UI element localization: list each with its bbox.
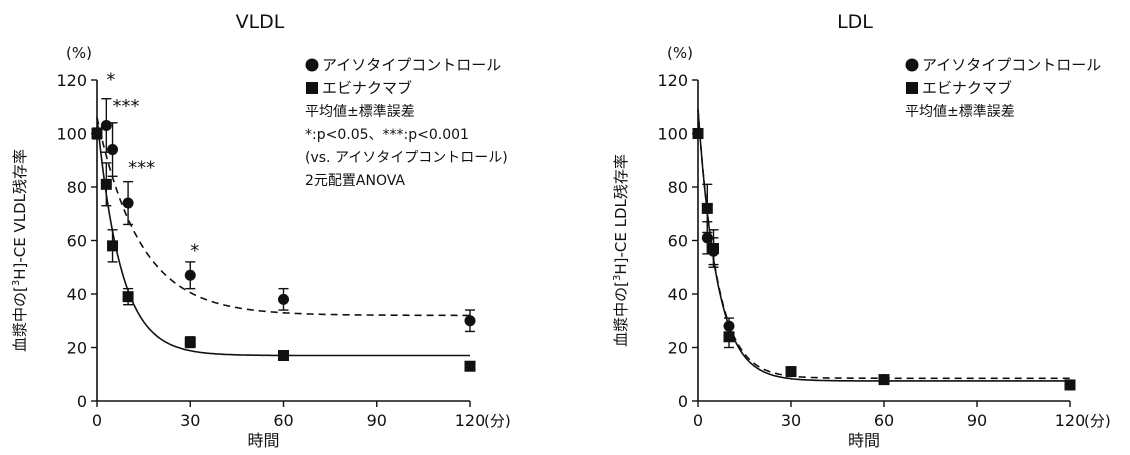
- y-tick-label: 80: [668, 178, 688, 197]
- x-tick-label: 0: [92, 411, 102, 430]
- data-point-square: [122, 291, 134, 303]
- data-point-square: [107, 240, 119, 252]
- y-tick-label: 60: [67, 232, 87, 251]
- chart-panel-ldl: LDL 0 20 40 60 80 100 120 0 30 60 90 120 (%) (分) 時間 血漿中の…: [612, 11, 1111, 450]
- x-axis-label: 時間: [848, 431, 880, 450]
- y-tick-label: 100: [657, 125, 688, 144]
- x-axis-label: 時間: [247, 431, 279, 450]
- data-point-circle: [278, 293, 289, 305]
- fit-curve-control: [697, 109, 1070, 380]
- x-tick-label: 120: [455, 411, 486, 430]
- data-point-square: [1064, 379, 1076, 391]
- data-point-square: [100, 178, 112, 190]
- y-tick-label: 0: [678, 392, 688, 411]
- legend-note: (vs. アイソタイプコントロール): [305, 150, 508, 166]
- data-point-square: [785, 366, 797, 378]
- legend-note: 2元配置ANOVA: [305, 173, 405, 189]
- legend-label: エビナクマブ: [922, 79, 1012, 97]
- y-axis-label: 血漿中の[3H]-CE LDL残存率: [612, 154, 630, 347]
- y-tick-label: 60: [668, 232, 688, 251]
- significance-annotation: ***: [113, 96, 140, 117]
- legend-label: アイソタイプコントロール: [922, 56, 1101, 74]
- x-tick-label: 90: [967, 411, 987, 430]
- y-tick-label: 20: [668, 339, 688, 358]
- data-point-square: [91, 128, 103, 139]
- fit-curve-evinacumab: [697, 109, 1070, 382]
- x-tick-label: 30: [180, 411, 200, 430]
- legend-note: 平均値±標準誤差: [305, 104, 415, 120]
- y-tick-label: 20: [67, 339, 87, 358]
- y-tick-label: 100: [56, 125, 87, 144]
- legend-marker-square: [306, 82, 318, 94]
- data-point-square: [708, 243, 719, 255]
- data-point-square: [464, 360, 476, 372]
- x-tick-label: 60: [273, 411, 293, 430]
- fit-curve-control: [96, 117, 470, 317]
- legend-label: エビナクマブ: [322, 79, 412, 97]
- data-point-square: [878, 374, 890, 386]
- chart-title: VLDL: [236, 11, 285, 33]
- significance-annotation: *: [190, 241, 199, 262]
- significance-annotation: *: [106, 69, 115, 90]
- x-unit-label: (分): [1084, 412, 1111, 430]
- data-point-square: [692, 128, 704, 139]
- data-point-circle: [464, 315, 476, 327]
- x-tick-label: 0: [693, 411, 703, 430]
- x-unit-label: (分): [484, 412, 511, 430]
- data-point-square: [184, 336, 196, 348]
- y-tick-label: 120: [56, 71, 87, 90]
- data-point-circle: [122, 197, 134, 209]
- legend-label: アイソタイプコントロール: [322, 56, 501, 74]
- data-point-circle: [107, 144, 119, 156]
- legend-marker-circle: [905, 58, 919, 72]
- y-axis-label: 血漿中の[3H]-CE VLDL残存率: [11, 149, 29, 352]
- data-point-square: [278, 350, 289, 362]
- y-tick-label: 0: [77, 392, 87, 411]
- chart-title: LDL: [837, 11, 873, 33]
- y-tick-label: 40: [67, 285, 87, 304]
- legend-note: 平均値±標準誤差: [905, 104, 1015, 120]
- legend-note: *:p<0.05、***:p<0.001: [305, 127, 469, 143]
- data-point-square: [701, 202, 713, 214]
- y-tick-label: 40: [668, 285, 688, 304]
- x-tick-label: 30: [781, 411, 801, 430]
- x-tick-label: 90: [367, 411, 387, 430]
- legend-marker-circle: [305, 58, 319, 72]
- x-tick-label: 60: [874, 411, 894, 430]
- legend-marker-square: [906, 82, 918, 94]
- y-tick-label: 80: [67, 178, 87, 197]
- y-unit-label: (%): [66, 44, 92, 62]
- y-tick-label: 120: [657, 71, 688, 90]
- data-point-circle: [701, 232, 713, 244]
- chart-panel-vldl: VLDL 0 20 40 60 80 100 120 0 30 60 90 120 (%) (分) 時間 血漿中…: [11, 11, 511, 450]
- x-tick-label: 120: [1055, 411, 1086, 430]
- y-unit-label: (%): [667, 44, 693, 62]
- data-point-circle: [184, 269, 196, 281]
- significance-annotation: ***: [128, 158, 155, 179]
- data-point-square: [723, 331, 735, 343]
